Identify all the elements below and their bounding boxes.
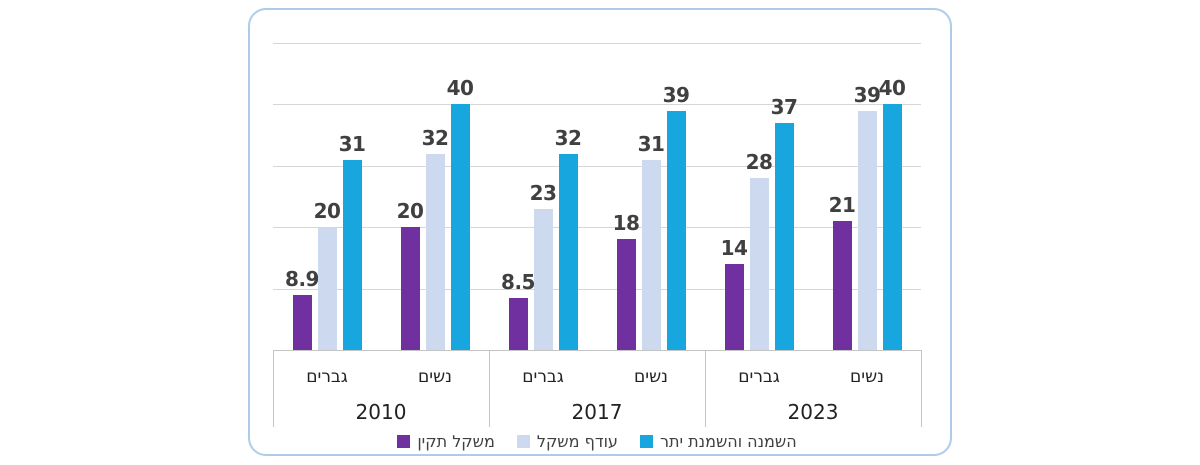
bar-excess-weight <box>749 178 769 350</box>
bar-value-label: 20 <box>396 199 424 224</box>
bar-value-label: 20 <box>313 199 341 224</box>
bar-excess-weight <box>641 159 661 350</box>
legend-swatch-normal-weight <box>397 435 411 448</box>
legend-item-obesity-overweight: השמנה והשמנת יתר <box>639 432 797 451</box>
bar-obesity-overweight <box>558 153 578 350</box>
category-label: גברים <box>522 367 564 387</box>
legend-label: השמנה והשמנת יתר <box>659 432 797 451</box>
legend: משקל תקין עודף משקל השמנה והשמנת יתר <box>273 432 921 451</box>
category-label: גברים <box>738 367 780 387</box>
legend-item-excess-weight: עודף משקל <box>516 432 618 451</box>
bar-obesity-overweight <box>882 104 902 350</box>
gridline <box>273 227 921 229</box>
bar-normal-weight <box>832 221 852 350</box>
bar-value-label: 8.5 <box>501 269 535 294</box>
bar-value-label: 39 <box>662 82 690 107</box>
bar-obesity-overweight <box>450 104 470 350</box>
legend-item-normal-weight: משקל תקין <box>397 432 495 451</box>
legend-label: משקל תקין <box>417 432 495 451</box>
x-axis-line <box>273 350 921 351</box>
bar-value-label: 40 <box>446 76 474 101</box>
category-label: גברים <box>306 367 348 387</box>
bar-value-label: 39 <box>853 82 881 107</box>
gridline <box>273 104 921 106</box>
category-label: נשים <box>850 367 884 387</box>
bar-normal-weight <box>508 297 528 350</box>
bar-value-label: 14 <box>720 236 748 261</box>
category-divider <box>489 350 490 427</box>
bar-value-label: 37 <box>770 94 798 119</box>
bar-value-label: 8.9 <box>285 267 319 292</box>
bar-obesity-overweight <box>342 159 362 350</box>
bar-value-label: 18 <box>612 211 640 236</box>
bar-value-label: 31 <box>338 131 366 156</box>
bar-value-label: 32 <box>421 125 449 150</box>
category-divider <box>273 350 274 427</box>
gridline <box>273 165 921 167</box>
bar-value-label: 40 <box>878 76 906 101</box>
bar-excess-weight <box>317 227 337 350</box>
year-label: 2017 <box>571 400 623 424</box>
bar-value-label: 21 <box>828 193 856 218</box>
bar-normal-weight <box>724 264 744 350</box>
category-label: נשים <box>634 367 668 387</box>
bar-obesity-overweight <box>774 122 794 350</box>
bar-excess-weight <box>425 153 445 350</box>
bar-value-label: 23 <box>529 180 557 205</box>
legend-swatch-excess-weight <box>516 435 530 448</box>
category-divider <box>921 350 922 427</box>
bar-normal-weight <box>616 239 636 350</box>
legend-swatch-obesity-overweight <box>639 435 653 448</box>
gridline <box>273 288 921 290</box>
bar-value-label: 32 <box>554 125 582 150</box>
gridline <box>273 43 921 44</box>
bar-value-label: 31 <box>637 131 665 156</box>
bar-value-label: 28 <box>745 150 773 175</box>
bar-excess-weight <box>857 110 877 350</box>
year-label: 2010 <box>355 400 407 424</box>
bar-obesity-overweight <box>666 110 686 350</box>
bar-normal-weight <box>292 295 312 350</box>
bar-excess-weight <box>533 208 553 350</box>
chart-card: 8.9 20 31 גברים 20 32 40 נשים 8.5 23 32 גברים 18 31 39… <box>248 8 952 456</box>
category-divider <box>705 350 706 427</box>
bar-normal-weight <box>400 227 420 350</box>
category-label: נשים <box>418 367 452 387</box>
year-label: 2023 <box>787 400 839 424</box>
plot-area: 8.9 20 31 גברים 20 32 40 נשים 8.5 23 32 גברים 18 31 39… <box>250 10 954 458</box>
legend-label: עודף משקל <box>536 432 618 451</box>
